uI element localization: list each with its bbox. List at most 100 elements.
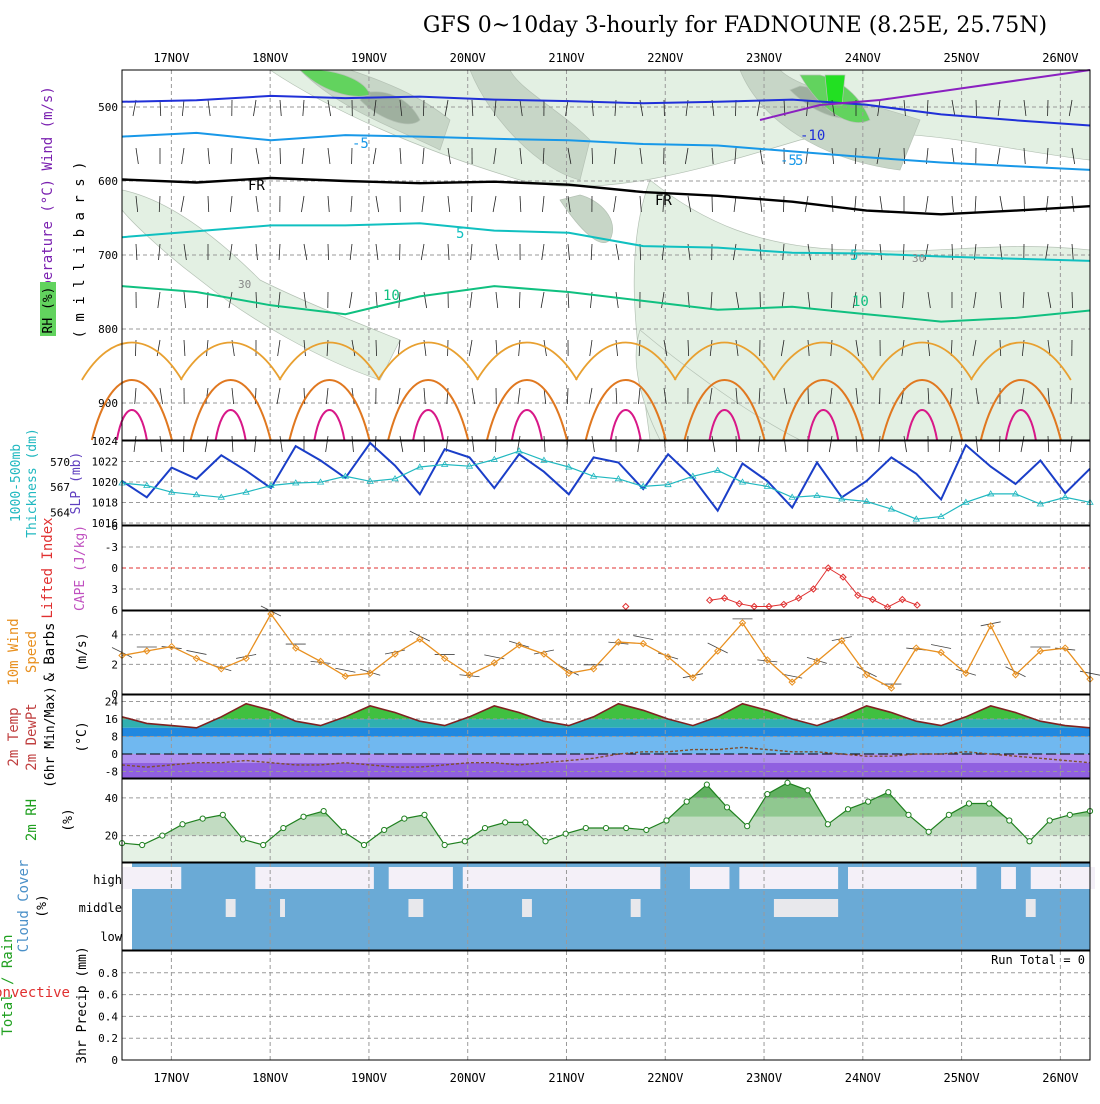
wind-ylabel2: Speed [24, 631, 40, 673]
date-tick-bottom-0: 17NOV [153, 1071, 189, 1085]
rh-point-39 [906, 812, 911, 817]
barb-12-1 [423, 148, 424, 164]
date-tick-bottom-5: 22NOV [647, 1071, 683, 1085]
contour-label-2: 5 [456, 226, 464, 242]
barb-31-2 [880, 196, 882, 212]
barb-16-2 [520, 196, 521, 212]
li-point-0 [623, 604, 629, 610]
rh-point-38 [886, 790, 891, 795]
barb-17-2 [542, 196, 544, 212]
barb-13-3 [448, 244, 449, 260]
rh-point-17 [462, 839, 467, 844]
barb-20-2 [614, 196, 616, 212]
barb-34-1 [952, 148, 954, 164]
magenta-curve-5 [611, 410, 641, 440]
barb-8-7 [326, 436, 328, 452]
barb-14-6 [472, 388, 475, 404]
rh-point-44 [1007, 818, 1012, 823]
rh-point-11 [341, 829, 346, 834]
date-tick-bottom-3: 20NOV [450, 1071, 486, 1085]
cloud-high-clear-2 [389, 867, 453, 889]
barb-11-7 [400, 436, 403, 452]
precip-ylabel: 3hr Precip (mm) [75, 946, 90, 1063]
slp-ytick-3: 1022 [92, 455, 119, 468]
barb-12-3 [421, 244, 424, 260]
rh-point-2 [160, 833, 165, 838]
barb-18-6 [567, 388, 568, 404]
run-total: Run Total = 0 [991, 953, 1085, 967]
wind-ylabel: 10m Wind [6, 618, 22, 685]
rh-point-46 [1047, 818, 1052, 823]
cloud-mid-clear-0 [226, 899, 236, 917]
contour-label-10: 30 [238, 278, 251, 291]
barb-5-2 [256, 196, 258, 212]
temp-ylabel: 2m Temp [6, 707, 22, 766]
rh-point-40 [926, 829, 931, 834]
date-tick-top-6: 23NOV [746, 51, 782, 65]
cloud-mid-clear-3 [522, 899, 532, 917]
barb-5-7 [255, 436, 256, 452]
temp-ylabel-unit: (°C) [75, 721, 90, 752]
thk-ylabel: 1000-500mb [9, 444, 24, 522]
rh-point-47 [1067, 812, 1072, 817]
barb-1-4 [158, 292, 160, 308]
barb-10-3 [376, 244, 378, 260]
cloud-layer-low: low [100, 930, 122, 944]
rh-point-5 [220, 812, 225, 817]
rh-point-34 [805, 788, 810, 793]
barb-15-3 [496, 244, 498, 260]
barb-0-6 [135, 388, 136, 404]
minmax-ylabel: (6hr Min/Max) [43, 686, 58, 788]
barb-27-2 [783, 196, 784, 212]
barb-8-1 [328, 148, 330, 164]
cloud-high-clear-7 [1001, 867, 1016, 889]
barb-0-7 [134, 436, 136, 452]
barb-7-3 [304, 244, 307, 260]
barb-9-7 [352, 436, 353, 452]
date-tick-bottom-6: 23NOV [746, 1071, 782, 1085]
contour-label-3: FR [248, 178, 265, 194]
barb-35-2 [975, 196, 976, 212]
barb-13-2 [448, 196, 450, 212]
precip-frame [122, 951, 1090, 1060]
barb-1-6 [160, 388, 163, 404]
rh-shading-11 [825, 75, 845, 105]
wind-frame [122, 611, 1090, 694]
rh-point-43 [987, 801, 992, 806]
cloud-high-clear-8 [1031, 867, 1095, 889]
barb-0-3 [136, 244, 137, 260]
barb-3-0 [208, 100, 210, 116]
cape-ylabel: CAPE (J/kg) [73, 525, 88, 611]
temp-ytick-0: -8 [105, 765, 118, 778]
barb-20-3 [616, 244, 619, 260]
rh-point-3 [180, 822, 185, 827]
barb-10-7 [375, 436, 376, 452]
upper-ylabel-temp-wind: Temperature (°C) Wind (m/s) [40, 86, 56, 314]
magenta-curve-3 [413, 410, 443, 440]
rh-point-45 [1027, 839, 1032, 844]
barb-15-4 [496, 292, 498, 308]
rh-point-28 [684, 799, 689, 804]
temp-band-3 [122, 728, 1090, 737]
rh-point-6 [240, 837, 245, 842]
wind-ytick-2: 4 [111, 629, 118, 642]
date-tick-bottom-9: 26NOV [1042, 1071, 1078, 1085]
rh-point-30 [724, 805, 729, 810]
cloud-high-clear-0 [122, 867, 181, 889]
cloud-mid-clear-6 [1026, 899, 1036, 917]
date-tick-bottom-1: 18NOV [252, 1071, 288, 1085]
barb-12-4 [424, 292, 427, 308]
upper-ylabel-pressure: ( m i l l i b a r s ) [72, 161, 88, 338]
barb-17-3 [542, 244, 544, 260]
cape-ytick-2: 0 [111, 562, 118, 575]
precip-ytick-0: 0 [111, 1054, 118, 1067]
temp-ytick-3: 16 [105, 713, 118, 726]
contour-label-5: 5 [850, 248, 858, 264]
barb-11-6 [397, 388, 400, 404]
date-tick-top-5: 22NOV [647, 51, 683, 65]
precip-ytick-4: 0.8 [98, 967, 118, 980]
rh-ylabel: 2m RH [24, 799, 40, 841]
